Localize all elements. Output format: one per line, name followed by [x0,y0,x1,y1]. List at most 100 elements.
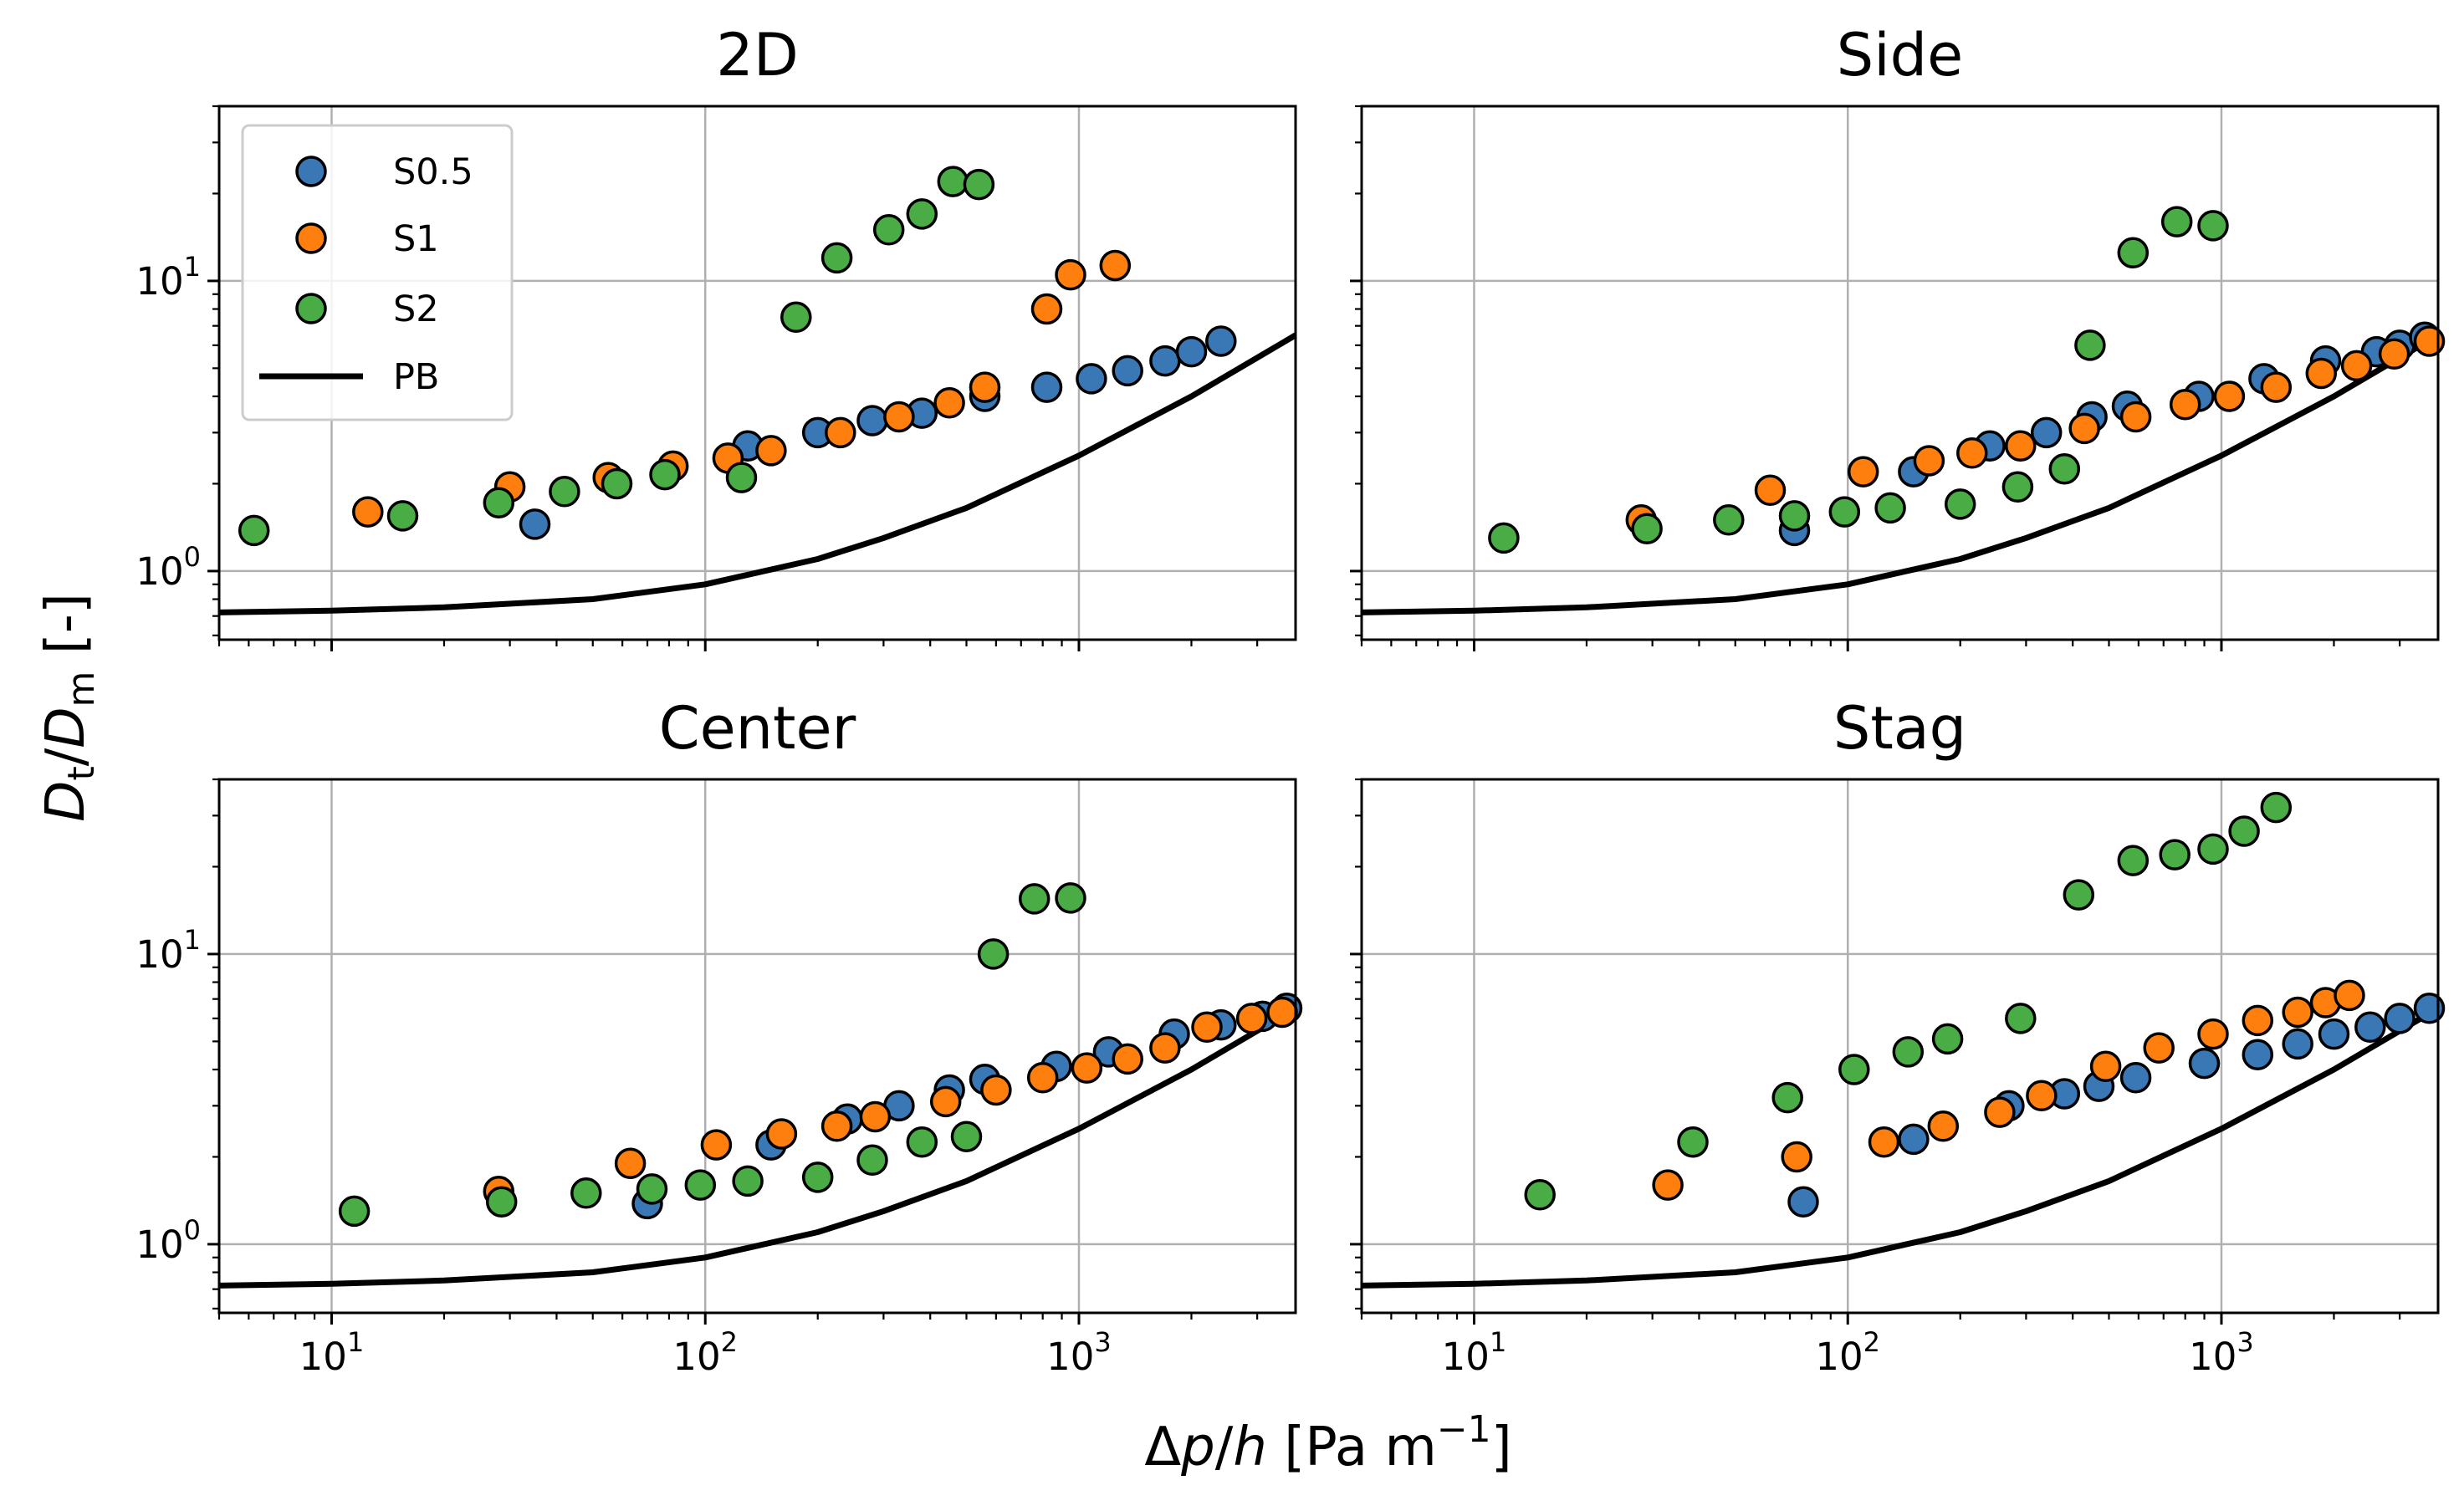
point-2d-s2 [483,487,515,518]
point-2d-s05 [1112,355,1143,387]
point-stag-s2 [2159,839,2191,870]
point-side-s2 [1944,488,1976,520]
point-side-s1 [2260,371,2293,403]
point-side-s1 [2119,401,2152,433]
point-2d-s05 [1205,325,1237,357]
legend-marker-s1 [295,222,327,254]
panel-frame-center [217,778,1297,1315]
panel-frame-side [1360,105,2440,641]
point-side-s2 [2048,452,2081,485]
legend-marker-s2 [295,293,327,324]
legend: S0.5 S1 S2 PB [241,124,514,421]
point-center-s2 [906,1126,938,1158]
point-stag-s05 [2413,993,2446,1024]
legend-label-s2: S2 [393,288,439,330]
point-2d-s05 [1175,335,1208,368]
point-side-s2 [1488,522,1520,554]
point-stag-s1 [1984,1096,2016,1128]
point-center-s2 [1018,883,1051,915]
point-center-s1 [1235,1003,1268,1034]
point-stag-s05 [2354,1011,2386,1044]
x-tick-label: 103 [2189,1326,2254,1379]
y-axis-label: Dt/Dm [-] [35,593,103,822]
panel-title-stag: Stag [1833,694,1966,763]
x-tick-label: 101 [299,1326,365,1379]
point-stag-s1 [2089,1050,2122,1083]
y-tick-label: 100 [135,1214,201,1267]
point-center-s1 [1026,1061,1059,1094]
point-stag-s2 [1892,1036,1925,1068]
point-center-s2 [684,1169,717,1201]
point-side-s1 [2378,338,2410,370]
pb-curve-center [218,1005,1297,1289]
point-center-s1 [859,1100,892,1133]
pb-curve-2d [218,332,1297,615]
point-stag-s2 [2117,845,2150,876]
pb-curve-side [1361,332,2440,615]
point-center-s1 [820,1110,853,1142]
panel-frame-2d [217,105,1297,641]
point-stag-s2 [1771,1081,1803,1114]
point-stag-s1 [1927,1110,1960,1142]
panel-content-stag: 101 102 103 [1350,778,2446,1379]
point-2d-s05 [1076,363,1107,395]
point-2d-s1 [352,496,384,528]
panel-title-2d: 2D [716,21,798,89]
point-side-s1 [1913,445,1945,477]
point-2d-s05 [1149,345,1181,377]
legend-label-pb: PB [393,356,439,398]
point-center-s1 [614,1147,647,1179]
point-2d-s1 [1099,249,1132,282]
point-stag-s1 [2334,979,2365,1012]
point-2d-s1 [1055,258,1086,291]
x-tick-label: 102 [1815,1326,1880,1379]
point-2d-s2 [872,214,905,246]
point-stag-s05 [1898,1123,1930,1156]
point-side-s2 [2074,329,2106,361]
point-2d-s2 [386,500,419,532]
point-stag-s2 [1524,1179,1556,1211]
point-stag-s05 [2188,1047,2221,1080]
point-stag-s05 [1787,1186,1819,1218]
panel-frame-stag [1360,778,2440,1315]
point-stag-s05 [2384,1003,2415,1034]
point-center-s1 [700,1129,733,1161]
x-axis-label: Δp/h [Pa m−1] [1144,1408,1511,1478]
point-stag-s2 [1931,1023,1964,1055]
y-tick-label: 100 [135,541,201,594]
point-side-s1 [1754,474,1787,506]
point-2d-s05 [856,405,888,437]
point-2d-s2 [549,476,580,508]
point-center-s1 [1112,1043,1143,1075]
point-2d-s2 [780,301,812,334]
point-center-s2 [485,1186,518,1218]
point-stag-s1 [2143,1032,2175,1064]
point-side-s1 [2005,430,2037,462]
point-stag-s2 [1677,1126,1709,1158]
panel-title-center: Center [659,694,856,763]
point-side-s1 [2068,412,2100,445]
point-stag-s1 [2026,1080,2058,1112]
point-side-s2 [1713,504,1745,536]
legend-marker-s05 [295,156,327,187]
point-side-s1 [1956,437,1988,469]
point-stag-s2 [2228,815,2260,847]
point-2d-s1 [933,386,965,419]
panel-title-side: Side [1837,21,1963,89]
point-center-s1 [1149,1032,1181,1064]
point-2d-s2 [725,462,758,493]
point-side-s2 [2001,471,2034,503]
point-center-s2 [801,1161,834,1193]
y-tick-label: 101 [135,924,201,977]
point-2d-s2 [238,514,270,547]
point-side-s2 [1828,496,1861,528]
point-side-s2 [2197,210,2229,242]
x-tick-label: 102 [672,1326,738,1379]
point-side-s1 [2213,380,2246,412]
point-side-s1 [1847,456,1879,488]
point-stag-s2 [2197,833,2229,865]
point-center-s1 [1071,1052,1103,1084]
point-stag-s1 [1781,1141,1812,1173]
point-side-s2 [2160,206,2193,237]
point-center-s1 [980,1074,1012,1106]
